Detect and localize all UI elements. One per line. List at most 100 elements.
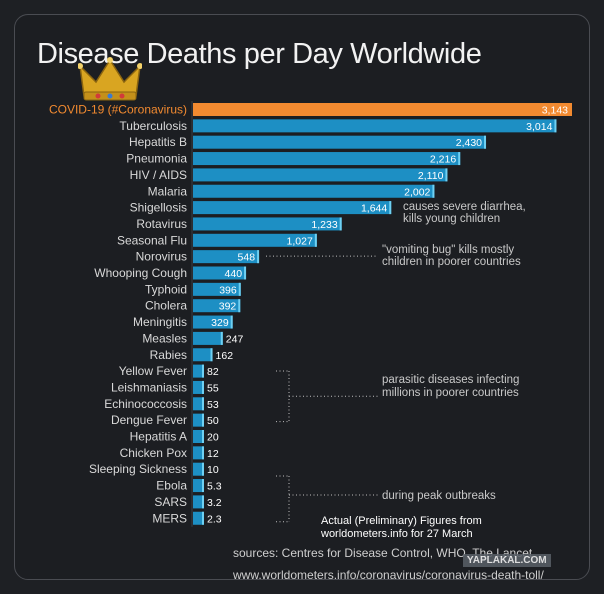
category-label-leishmaniasis: Leishmaniasis xyxy=(111,380,187,394)
value-label-meningitis: 329 xyxy=(211,317,229,329)
bar-norovirus xyxy=(193,250,260,264)
bar-edge-pneumonia xyxy=(458,152,461,166)
category-label-rabies: Rabies xyxy=(150,348,187,362)
value-label-rotavirus: 1,233 xyxy=(311,219,337,231)
value-label-hiv-aids: 2,110 xyxy=(418,170,444,182)
category-label-dengue-fever: Dengue Fever xyxy=(111,413,187,427)
value-label-tuberculosis: 3,014 xyxy=(526,121,552,133)
category-label-hiv-aids: HIV / AIDS xyxy=(130,168,187,182)
value-label-cholera: 392 xyxy=(219,301,237,313)
category-label-meningitis: Meningitis xyxy=(133,315,187,329)
sources-text: sources: Centres for Disease Control, WH… xyxy=(233,546,533,560)
bar-edge-tuberculosis xyxy=(554,119,557,133)
bar-edge-dengue-fever xyxy=(202,413,204,427)
value-label-leishmaniasis: 55 xyxy=(207,382,219,394)
overlay-note-line1: Actual (Preliminary) Figures from xyxy=(321,515,482,527)
annotation-norovirus-line1: "vomiting bug" kills mostly xyxy=(382,244,514,256)
category-label-mers: MERS xyxy=(152,511,187,525)
category-label-hepatitis-b: Hepatitis B xyxy=(129,135,187,149)
category-label-ebola: Ebola xyxy=(156,479,187,493)
category-label-echinococcosis: Echinococcosis xyxy=(104,397,187,411)
category-label-malaria: Malaria xyxy=(148,184,188,198)
category-label-yellow-fever: Yellow Fever xyxy=(119,364,187,378)
annotation-outbreak-line1: during peak outbreaks xyxy=(382,490,496,502)
bar-chicken-pox xyxy=(193,446,204,460)
value-label-yellow-fever: 82 xyxy=(207,366,219,378)
watermark: YAPLAKAL.COM xyxy=(463,554,551,567)
bar-edge-leishmaniasis xyxy=(202,380,204,394)
value-label-rabies: 162 xyxy=(216,350,234,362)
bar-malaria xyxy=(193,184,435,198)
overlay-note: Actual (Preliminary) Figures from worldo… xyxy=(319,515,484,541)
value-label-sleeping-sickness: 10 xyxy=(207,464,219,476)
bar-tuberculosis xyxy=(193,119,557,133)
annotation-parasitic-line2: millions in poorer countries xyxy=(382,387,519,399)
bar-hepatitis-b xyxy=(193,135,487,149)
bar-typhoid xyxy=(193,282,241,296)
bar-edge-sars xyxy=(202,495,204,509)
bar-measles xyxy=(193,331,223,345)
bar-cholera xyxy=(193,299,241,313)
value-label-norovirus: 548 xyxy=(238,252,256,264)
category-label-shigellosis: Shigellosis xyxy=(130,201,187,215)
bar-mers xyxy=(193,511,204,525)
bar-edge-rabies xyxy=(210,348,213,362)
annotation-shigellosis-line2: kills young children xyxy=(403,213,500,225)
category-label-whooping-cough: Whooping Cough xyxy=(94,266,187,280)
value-label-measles: 247 xyxy=(226,333,244,345)
category-label-pneumonia: Pneumonia xyxy=(126,152,187,166)
category-label-sars: SARS xyxy=(154,495,187,509)
category-label-tuberculosis: Tuberculosis xyxy=(119,119,187,133)
bar-dengue-fever xyxy=(193,413,204,427)
category-label-covid-19-coronavirus: COVID-19 (#Coronavirus) xyxy=(49,103,187,117)
value-label-pneumonia: 2,216 xyxy=(430,154,456,166)
bar-edge-shigellosis xyxy=(389,201,392,215)
annotation-shigellosis-line1: causes severe diarrhea, xyxy=(403,201,526,213)
annotation-parasitic-line1: parasitic diseases infecting xyxy=(382,374,519,386)
bar-edge-typhoid xyxy=(238,282,241,296)
value-label-hepatitis-b: 2,430 xyxy=(456,137,482,149)
category-label-norovirus: Norovirus xyxy=(136,250,187,264)
value-label-malaria: 2,002 xyxy=(404,186,430,198)
value-label-shigellosis: 1,644 xyxy=(361,203,387,215)
bar-edge-cholera xyxy=(238,299,241,313)
bar-edge-yellow-fever xyxy=(202,364,204,378)
bar-ebola xyxy=(193,479,204,493)
category-label-seasonal-flu: Seasonal Flu xyxy=(117,233,187,247)
bar-pneumonia xyxy=(193,152,461,166)
value-label-sars: 3.2 xyxy=(207,497,222,509)
bar-edge-hepatitis-b xyxy=(484,135,487,149)
overlay-note-line2: worldometers.info for 27 March xyxy=(321,528,473,540)
bar-leishmaniasis xyxy=(193,380,204,394)
bar-echinococcosis xyxy=(193,397,204,411)
bar-edge-norovirus xyxy=(257,250,260,264)
bar-meningitis xyxy=(193,315,233,329)
value-label-ebola: 5.3 xyxy=(207,481,222,493)
bar-shigellosis xyxy=(193,201,392,215)
category-label-chicken-pox: Chicken Pox xyxy=(120,446,187,460)
bar-rabies xyxy=(193,348,213,362)
value-label-whooping-cough: 440 xyxy=(225,268,243,280)
bar-edge-meningitis xyxy=(230,315,233,329)
bar-edge-malaria xyxy=(432,184,435,198)
bar-edge-echinococcosis xyxy=(202,397,204,411)
bar-hiv-aids xyxy=(193,168,448,182)
bar-edge-mers xyxy=(202,511,204,525)
bar-whooping-cough xyxy=(193,266,247,280)
bar-edge-rotavirus xyxy=(339,217,342,231)
bar-yellow-fever xyxy=(193,364,204,378)
value-label-seasonal-flu: 1,027 xyxy=(287,235,313,247)
value-label-chicken-pox: 12 xyxy=(207,448,219,460)
bar-edge-ebola xyxy=(202,479,204,493)
bar-seasonal-flu xyxy=(193,233,317,247)
bar-edge-sleeping-sickness xyxy=(202,462,204,476)
crown-icon xyxy=(78,57,142,101)
value-label-hepatitis-a: 20 xyxy=(207,432,219,444)
category-label-cholera: Cholera xyxy=(145,299,187,313)
bar-covid-19-coronavirus xyxy=(193,103,572,116)
bar-hepatitis-a xyxy=(193,430,204,443)
category-label-typhoid: Typhoid xyxy=(145,282,187,296)
bar-sars xyxy=(193,495,204,509)
